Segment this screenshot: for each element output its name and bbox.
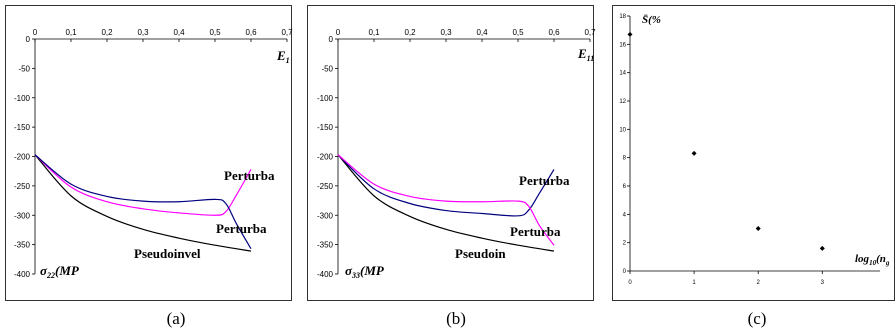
series-line-black [34, 154, 252, 252]
chart-a: 0 0,1 0,2 0,3 0,4 0,5 0,6 0,7 0 -50 -100 -150 -200 -2… [14, 28, 293, 280]
data-point [755, 226, 761, 231]
y-tick-label: -100 [317, 94, 334, 103]
y-axis-label-unit: (MP [360, 263, 385, 278]
y-tick-label: 6 [623, 184, 627, 190]
x-tick-label: 0 [33, 28, 38, 37]
x-tick-label: 0,2 [404, 28, 416, 37]
y-tick-label: 8 [623, 156, 627, 162]
y-tick-label: -200 [14, 153, 31, 162]
data-point [819, 245, 825, 251]
y-tick-label: 4 [623, 212, 627, 218]
y-tick-label: -400 [14, 270, 31, 279]
series-line-black [337, 154, 555, 252]
series-line-magenta [34, 154, 252, 216]
y-tick-label: 16 [619, 42, 626, 48]
y-axis-label: σ33(MP [345, 263, 385, 280]
y-axis-label: σ22(MP [40, 263, 80, 280]
y-tick-label: -250 [317, 182, 334, 191]
x-tick-label: 2 [757, 280, 761, 286]
x-tick-label: 0,7 [584, 28, 596, 37]
annotation-label: Perturba [216, 221, 267, 236]
x-tick-label: 0,4 [476, 28, 488, 37]
y-tick-label: 0 [623, 269, 627, 275]
x-tick-label: 0,3 [440, 28, 452, 37]
series-line-magenta [337, 154, 555, 246]
y-axis-label-subscript: 22 [46, 271, 55, 280]
annotation-label: Perturba [224, 168, 275, 183]
y-axis-label: S̄(% [642, 14, 661, 26]
panel-b-frame [307, 5, 594, 301]
x-tick-label: 0,5 [512, 28, 524, 37]
y-tick-label: 14 [619, 71, 626, 77]
data-point [627, 31, 633, 37]
y-tick-label: 18 [619, 14, 626, 20]
y-axis-label-unit: (MP [55, 263, 80, 278]
y-tick-label: 12 [619, 99, 626, 105]
y-tick-label: -100 [14, 94, 31, 103]
y-tick-label: -300 [14, 211, 31, 220]
y-tick-label: -200 [317, 153, 334, 162]
annotation-label: Pseudoinvel [134, 246, 201, 261]
y-tick-label: -350 [14, 241, 31, 250]
y-tick-label: -300 [317, 211, 334, 220]
x-tick-label: 0 [336, 28, 341, 37]
x-tick-label: 0,6 [245, 28, 257, 37]
panel-c-frame [612, 5, 895, 301]
x-tick-label: 0,6 [548, 28, 560, 37]
x-axis-label-subscript: 1 [286, 56, 290, 65]
y-tick-label: -400 [317, 270, 334, 279]
x-axis-label: E11 [577, 46, 594, 63]
caption-a: (a) [167, 309, 186, 328]
x-tick-label: 0,1 [65, 28, 77, 37]
x-tick-label: 1 [692, 280, 696, 286]
caption-c: (c) [748, 309, 767, 328]
x-tick-label: 0,1 [368, 28, 380, 37]
y-tick-label: 0 [329, 35, 334, 44]
panel-a-frame [5, 5, 292, 301]
y-tick-label: -250 [14, 182, 31, 191]
y-tick-label: -50 [18, 64, 30, 73]
y-tick-label: -150 [14, 123, 31, 132]
y-tick-label: -150 [317, 123, 334, 132]
x-tick-label: 0,5 [209, 28, 221, 37]
x-axis-label: log10(ng [855, 253, 890, 267]
y-tick-label: 10 [619, 127, 626, 133]
series-line-navy [337, 154, 555, 217]
x-tick-label: 0,7 [281, 28, 293, 37]
y-tick-label: 0 [26, 35, 31, 44]
x-axis-label-rest: (n [876, 253, 886, 265]
y-axis-label-subscript: 33 [351, 271, 360, 280]
x-tick-label: 0 [628, 280, 632, 286]
annotation-label: Pseudoin [455, 246, 506, 261]
x-axis-label-subscript-2: g [885, 259, 890, 267]
data-point [691, 150, 697, 156]
x-axis-label-subscript: 11 [587, 54, 595, 63]
x-axis-label: E1 [276, 48, 290, 65]
x-tick-label: 0,4 [173, 28, 185, 37]
annotation-label: Perturba [510, 224, 561, 239]
x-axis-label-subscript: 10 [869, 259, 877, 267]
y-tick-label: 2 [623, 241, 627, 247]
x-tick-label: 0,2 [101, 28, 113, 37]
x-tick-label: 0,3 [137, 28, 149, 37]
caption-b: (b) [446, 309, 466, 328]
annotation-label: Perturba [519, 173, 570, 188]
x-tick-label: 3 [821, 280, 825, 286]
y-tick-label: -50 [321, 64, 333, 73]
series-line-navy [34, 154, 252, 250]
chart-b: 0 0,1 0,2 0,3 0,4 0,5 0,6 0,7 0 -50 -100 -150 -200 -2… [317, 28, 596, 280]
y-tick-label: -350 [317, 241, 334, 250]
